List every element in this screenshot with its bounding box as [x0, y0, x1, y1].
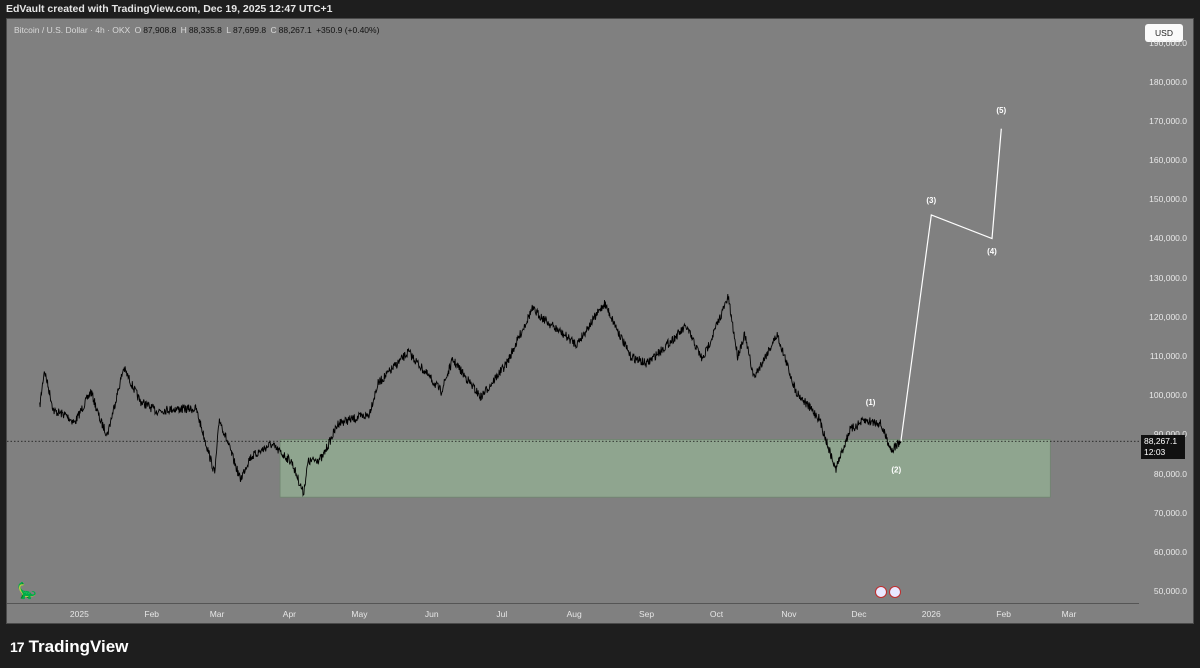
price-tick: 80,000.0: [1153, 468, 1187, 479]
wave-label: (1): [866, 398, 876, 407]
low-value: 87,699.8: [233, 25, 267, 35]
wave-label: (3): [926, 196, 936, 205]
symbol-name[interactable]: Bitcoin / U.S. Dollar · 4h · OKX: [14, 25, 131, 35]
time-tick: Jul: [496, 609, 508, 619]
open-value: 87,908.8: [143, 25, 177, 35]
price-tick: 70,000.0: [1153, 507, 1187, 518]
time-tick: Sep: [638, 609, 655, 619]
price-tick: 150,000.0: [1149, 194, 1187, 205]
time-axis[interactable]: 2025 Feb Mar Apr May Jun Jul Aug Sep Oct Nov Dec 202…: [7, 603, 1139, 623]
dinosaur-icon: 🦕: [17, 583, 37, 600]
open-label: O: [134, 25, 142, 35]
wave-label: (4): [987, 247, 997, 256]
low-label: L: [226, 25, 232, 35]
us-flag-icon[interactable]: [889, 586, 902, 598]
price-chart[interactable]: (1) (2) (3) (4) (5): [7, 19, 1139, 603]
wave-label: (5): [996, 106, 1006, 115]
tradingview-logo-icon: 17: [10, 639, 25, 655]
price-tick: 190,000.0: [1149, 37, 1187, 48]
time-tick: Aug: [566, 609, 582, 619]
change-value: +350.9 (+0.40%): [316, 25, 380, 35]
time-tick: 2025: [69, 609, 89, 619]
price-tick: 180,000.0: [1149, 76, 1187, 87]
price-series-line: [39, 293, 902, 497]
bar-countdown: 12:03: [1144, 447, 1166, 457]
high-label: H: [180, 25, 187, 35]
time-tick: Nov: [781, 609, 797, 619]
time-tick: May: [351, 609, 368, 619]
chart-pane[interactable]: (1) (2) (3) (4) (5) Bitcoin / U.S. Dollar · …: [6, 18, 1194, 624]
time-tick: Feb: [144, 609, 160, 619]
time-tick: Apr: [282, 609, 297, 619]
symbol-legend: Bitcoin / U.S. Dollar · 4h · OKX O 87,908…: [14, 25, 381, 35]
price-tick: 120,000.0: [1149, 311, 1187, 322]
time-tick: 2026: [921, 609, 941, 619]
chart-attribution: EdVault created with TradingView.com, De…: [0, 0, 1200, 18]
high-value: 88,335.8: [188, 25, 222, 35]
price-tick: 130,000.0: [1149, 272, 1187, 283]
price-axis[interactable]: 190,000.0 180,000.0 170,000.0 160,000.0 150,…: [1139, 19, 1193, 603]
price-tick: 170,000.0: [1149, 115, 1187, 126]
tradingview-logo[interactable]: 17 TradingView: [10, 637, 128, 657]
time-tick: Dec: [851, 609, 867, 619]
price-tick: 50,000.0: [1153, 586, 1187, 597]
last-price-value: 88,267.1: [1144, 436, 1178, 446]
footer-bar: 17 TradingView: [0, 624, 1200, 668]
time-tick: Feb: [996, 609, 1011, 619]
price-tick: 160,000.0: [1149, 155, 1187, 166]
price-tick: 110,000.0: [1149, 351, 1187, 362]
close-value: 88,267.1: [278, 25, 312, 35]
brand-name: TradingView: [28, 637, 129, 656]
currency-button[interactable]: USD: [1145, 24, 1183, 42]
price-tick: 140,000.0: [1149, 233, 1187, 244]
time-tick: Mar: [209, 609, 225, 619]
elliott-wave-projection: [900, 128, 1002, 442]
time-tick: Mar: [1061, 609, 1077, 619]
price-tick: 60,000.0: [1153, 547, 1187, 558]
price-tick: 100,000.0: [1149, 390, 1187, 401]
price-tick: 90,000.0: [1154, 429, 1187, 439]
last-price-label: 88,267.1 12:03: [1141, 435, 1185, 459]
economic-events[interactable]: [875, 585, 902, 603]
time-tick: Jun: [424, 609, 439, 619]
support-zone: [279, 439, 1051, 498]
close-label: C: [270, 25, 277, 35]
us-flag-icon[interactable]: [875, 586, 887, 598]
wave-label: (2): [891, 465, 901, 474]
time-tick: Oct: [709, 609, 724, 619]
